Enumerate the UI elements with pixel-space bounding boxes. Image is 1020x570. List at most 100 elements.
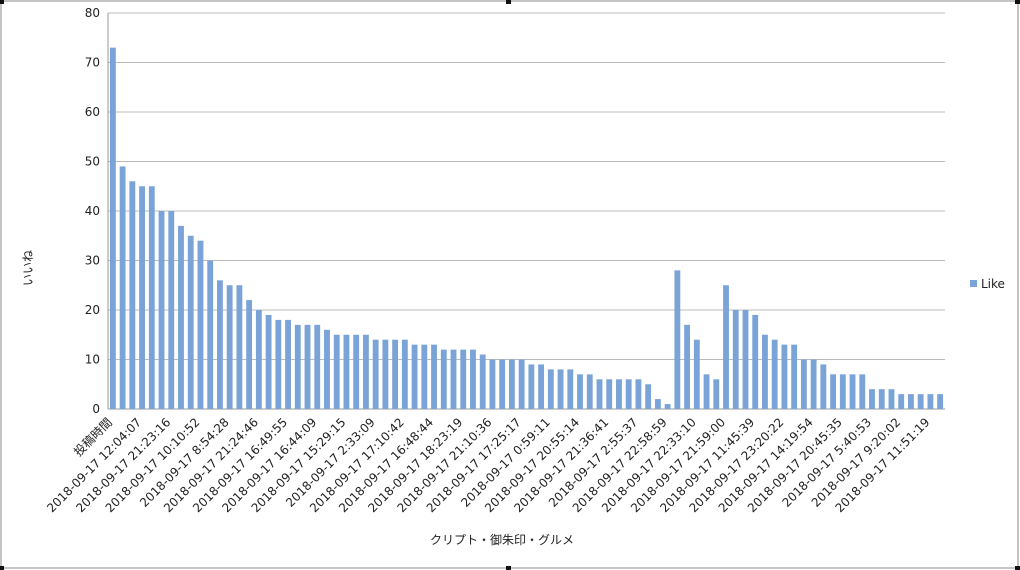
bar (431, 344, 437, 409)
bar (810, 359, 817, 409)
bar (285, 319, 291, 409)
bar (139, 186, 145, 409)
bar (382, 339, 389, 409)
bar (343, 334, 350, 409)
bar (304, 324, 311, 409)
bar (129, 181, 136, 409)
bar (518, 359, 525, 409)
bar (839, 374, 846, 409)
x-axis-title: クリプト・御朱印・グルメ (430, 532, 574, 547)
bar (606, 379, 613, 409)
bar (392, 339, 399, 409)
bar (294, 324, 301, 409)
bar (372, 339, 379, 409)
y-tick-label: 80 (85, 6, 100, 20)
bar (859, 374, 866, 409)
bar (781, 344, 788, 409)
bar (888, 389, 895, 409)
bar (927, 394, 934, 409)
bar (577, 374, 583, 409)
y-tick-label: 60 (85, 105, 100, 119)
bar (333, 334, 340, 409)
bar (460, 349, 467, 409)
bar (226, 285, 233, 409)
bar (878, 389, 885, 409)
bar (547, 369, 554, 409)
bar (324, 329, 330, 409)
y-tick-label: 30 (85, 254, 100, 268)
bar (275, 319, 282, 409)
bar (411, 344, 418, 409)
bar (849, 374, 856, 409)
bar (937, 394, 944, 409)
bar (187, 235, 194, 409)
bar (820, 364, 827, 409)
y-axis-title: いいね (21, 250, 35, 286)
bar (538, 364, 545, 409)
bar (684, 324, 691, 409)
bar (148, 186, 155, 409)
bar (830, 374, 836, 409)
bar (314, 324, 321, 409)
bar (440, 349, 447, 409)
bar (898, 394, 905, 409)
bar (635, 379, 642, 409)
y-tick-label: 0 (92, 402, 100, 416)
bar (255, 310, 262, 409)
bar (197, 240, 204, 409)
bar (421, 344, 428, 409)
bar (119, 166, 126, 409)
bar (703, 374, 710, 409)
bar (596, 379, 603, 409)
bar (645, 384, 652, 409)
bar (479, 354, 486, 409)
bar (869, 389, 875, 409)
bar (236, 285, 243, 409)
y-tick-label: 40 (85, 204, 100, 218)
bar (723, 285, 729, 409)
bar (499, 359, 506, 409)
bar (654, 399, 661, 409)
bar (567, 369, 574, 409)
bar (168, 211, 175, 409)
bar (762, 334, 768, 409)
bar (800, 359, 807, 409)
legend-swatch (970, 280, 977, 287)
bar (625, 379, 632, 409)
bar (674, 270, 681, 409)
bar (917, 394, 924, 409)
bar (450, 349, 457, 409)
bar (771, 339, 778, 409)
bar (178, 225, 184, 409)
bar (693, 339, 700, 409)
bar (362, 334, 369, 409)
bar (246, 300, 253, 409)
bar (109, 47, 116, 410)
bar (557, 369, 564, 409)
bar (158, 211, 165, 409)
bar (401, 339, 408, 409)
bar (752, 314, 759, 409)
bar (908, 394, 914, 409)
y-tick-label: 50 (85, 155, 100, 169)
y-tick-label: 70 (85, 56, 100, 70)
bar (732, 310, 739, 409)
bar (586, 374, 593, 409)
bar (742, 310, 749, 409)
bar (353, 334, 360, 409)
bar (616, 379, 622, 409)
bar (713, 379, 720, 409)
bar (207, 260, 214, 409)
bar (217, 280, 223, 409)
bar (791, 344, 798, 409)
bar (664, 404, 671, 409)
bar (508, 359, 515, 409)
bar (489, 359, 496, 409)
y-tick-label: 20 (85, 303, 100, 317)
bar (265, 314, 272, 409)
bar (528, 364, 535, 409)
bar (470, 349, 476, 409)
y-tick-label: 10 (85, 353, 100, 367)
